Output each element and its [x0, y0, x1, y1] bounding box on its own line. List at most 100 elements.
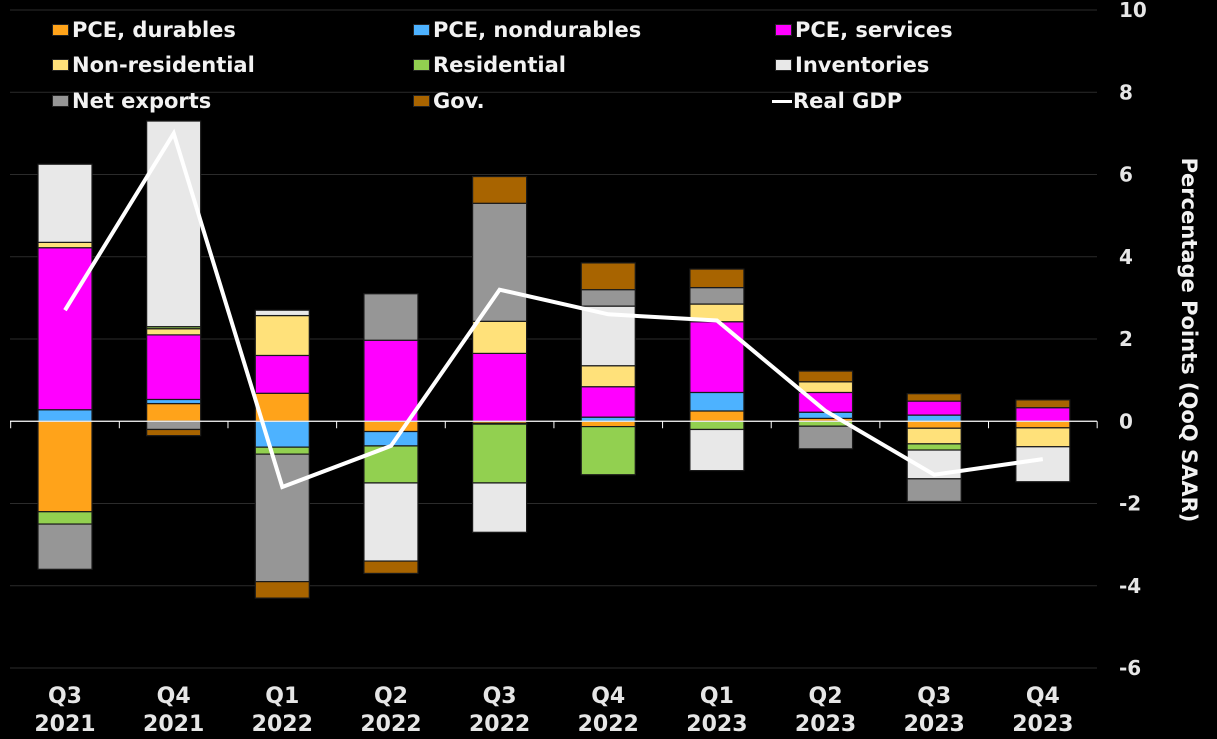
legend-item-net-exports: Net exports [52, 89, 211, 113]
bar-segment-residential [580, 425, 636, 476]
bar-segment-pce-nondurables [580, 416, 636, 422]
bar-stack [363, 293, 419, 575]
bar-segment-pce-nondurables [146, 398, 202, 405]
bar-segment-non-residential [37, 241, 93, 249]
bar-stack [254, 309, 310, 599]
legend-label: Residential [433, 53, 566, 77]
legend-item-pce-durables: PCE, durables [52, 18, 236, 42]
legend-item-pce-nondurables: PCE, nondurables [413, 18, 641, 42]
y-tick-label: 0 [1119, 409, 1133, 433]
x-tick-label-year: 2023 [904, 712, 965, 737]
legend-line-swatch [772, 99, 792, 103]
bar-stack [906, 393, 962, 503]
bar-segment-pce-services [906, 400, 962, 416]
bar-segment-net-exports [472, 202, 528, 322]
bar-segment-net-exports [906, 478, 962, 503]
x-tick-label-quarter: Q3 [917, 684, 951, 709]
legend-label: Inventories [795, 53, 930, 77]
bar-segment-gov [363, 560, 419, 575]
bar-segment-non-residential [580, 365, 636, 388]
legend-item-pce-services: PCE, services [775, 18, 953, 42]
x-axis-ticks: Q3 2021 Q4 2021 Q1 2022 Q2 2022 Q3 2022 Q4 2022 Q1 20… [34, 684, 1073, 737]
real-gdp-line [63, 128, 1044, 490]
y-tick-label: -4 [1119, 574, 1141, 598]
bar-segment-pce-durables [146, 402, 202, 422]
y-tick-label: -2 [1119, 492, 1141, 516]
x-tick-label-quarter: Q3 [48, 684, 82, 709]
bar-segment-residential [472, 423, 528, 484]
real-gdp-line-layer [63, 128, 1044, 490]
bar-stack [580, 262, 636, 476]
bar-segment-gov [472, 175, 528, 204]
y-tick-label: 8 [1119, 80, 1133, 104]
bar-segment-residential [906, 443, 962, 451]
bar-segment-pce-durables [37, 420, 93, 513]
bar-segment-inventories [254, 309, 310, 317]
bar-segment-non-residential [146, 328, 202, 336]
legend-swatch [52, 59, 69, 71]
bar-segment-pce-nondurables [906, 414, 962, 422]
bar-segment-gov [689, 268, 745, 289]
bar-segment-residential [689, 420, 745, 431]
bar-segment-inventories [472, 482, 528, 533]
bar-segment-net-exports [37, 523, 93, 570]
x-tick-label-quarter: Q1 [265, 684, 299, 709]
legend-label: Net exports [72, 89, 212, 113]
x-tick-label-quarter: Q4 [1026, 684, 1060, 709]
bar-segment-non-residential [1015, 427, 1071, 448]
y-tick-label: 6 [1119, 163, 1133, 187]
bar-segment-pce-services [37, 247, 93, 411]
bar-segment-residential [254, 446, 310, 455]
x-tick-label-year: 2022 [578, 712, 639, 737]
bar-segment-net-exports [363, 293, 419, 341]
bar-segment-pce-services [254, 354, 310, 394]
x-tick-label-year: 2022 [469, 712, 530, 737]
legend-swatch [775, 24, 792, 36]
y-tick-label: 10 [1119, 0, 1147, 22]
bar-segment-gov [906, 393, 962, 402]
bar-segment-pce-services [1015, 407, 1071, 422]
bar-segment-gov [146, 428, 202, 437]
legend: PCE, durables PCE, nondurables PCE, serv… [0, 0, 1100, 120]
x-tick-label-year: 2023 [1012, 712, 1073, 737]
x-tick-label-year: 2023 [795, 712, 856, 737]
bar-segment-gov [254, 581, 310, 599]
bar-segment-net-exports [580, 289, 636, 307]
bar-segment-pce-durables [363, 420, 419, 433]
bar-segment-net-exports [254, 453, 310, 583]
legend-swatch [413, 59, 430, 71]
x-tick-label-year: 2022 [360, 712, 421, 737]
y-tick-label: 2 [1119, 327, 1133, 351]
bar-segment-non-residential [472, 320, 528, 354]
zero-axis [10, 420, 1098, 429]
x-tick-label-quarter: Q4 [157, 684, 191, 709]
bar-segment-pce-durables [580, 420, 636, 428]
bar-segment-pce-durables [906, 420, 962, 429]
x-tick-label-quarter: Q4 [591, 684, 625, 709]
x-tick-label-year: 2022 [252, 712, 313, 737]
bar-stack [37, 163, 93, 570]
bar-segment-net-exports [689, 286, 745, 305]
bar-segment-non-residential [254, 314, 310, 357]
bar-segment-net-exports [146, 420, 202, 431]
legend-swatch [775, 59, 792, 71]
bar-segment-gov [1015, 399, 1071, 409]
legend-label: Gov. [433, 89, 485, 113]
bar-segment-pce-services [472, 352, 528, 422]
legend-item-inventories: Inventories [775, 53, 929, 77]
bar-segment-pce-services [580, 386, 636, 418]
legend-label: Real GDP [793, 89, 903, 113]
x-tick-label-quarter: Q3 [483, 684, 517, 709]
bar-segment-inventories [1015, 446, 1071, 483]
bar-segment-pce-durables [254, 392, 310, 422]
bar-segment-gov [580, 262, 636, 291]
legend-swatch [413, 95, 430, 107]
legend-label: PCE, nondurables [433, 18, 642, 42]
bar-segment-gov [797, 370, 854, 383]
bar-segment-pce-services [363, 339, 419, 422]
x-tick-label-quarter: Q1 [700, 684, 734, 709]
bar-stack [1015, 399, 1071, 483]
bar-segment-non-residential [906, 427, 962, 445]
bar-segment-net-exports [797, 425, 854, 450]
bar-segment-pce-nondurables [689, 391, 745, 412]
